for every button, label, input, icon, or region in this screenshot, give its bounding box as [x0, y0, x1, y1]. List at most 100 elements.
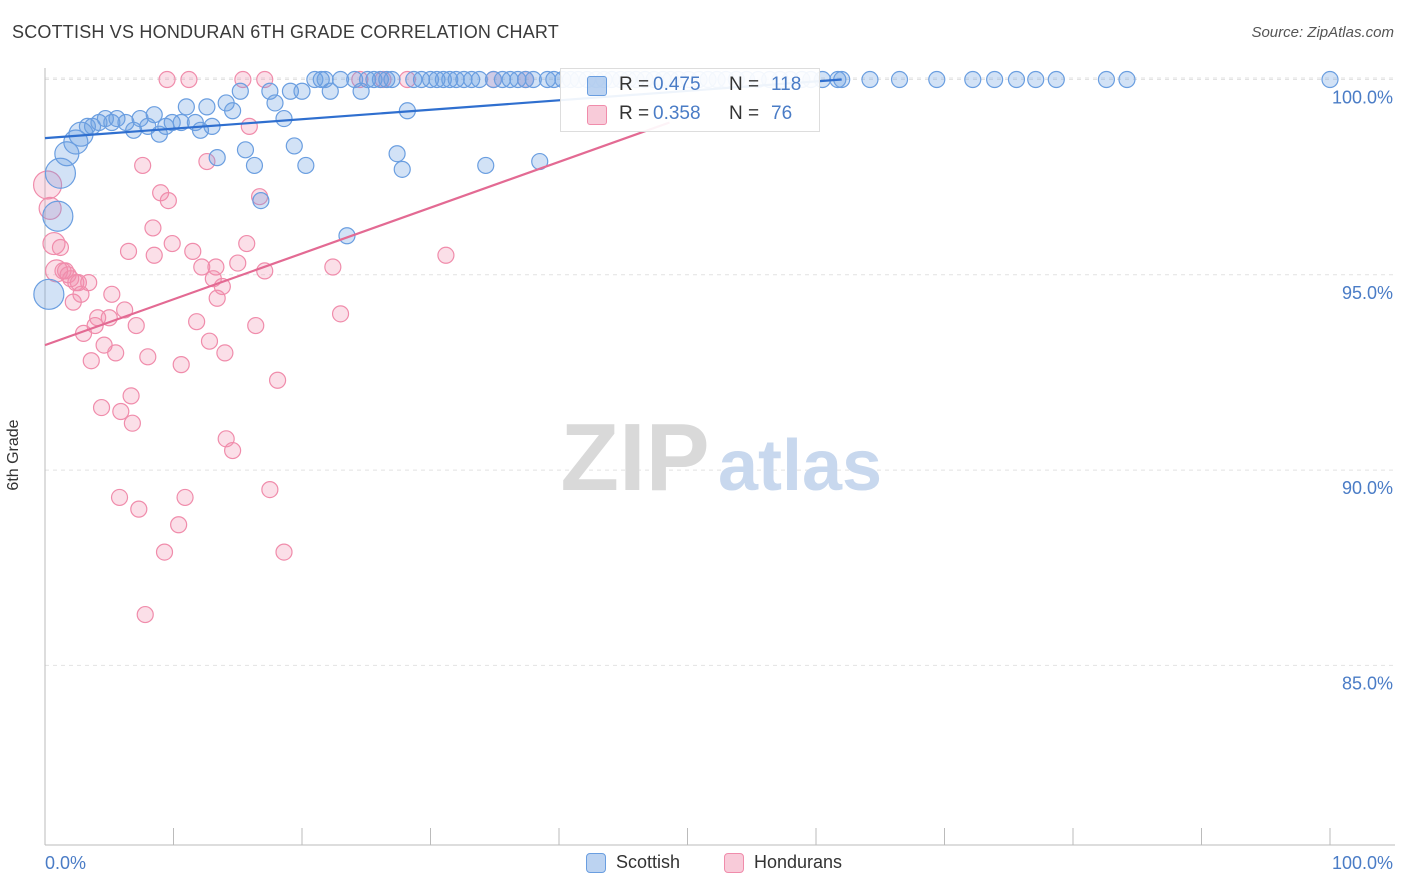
hondurans-point	[198, 152, 216, 171]
scottish-point	[275, 109, 293, 128]
x-tick-label-min: 0.0%	[45, 853, 86, 873]
scottish-point	[33, 278, 65, 310]
scottish-point	[245, 156, 264, 175]
scottish-point	[285, 137, 303, 155]
hondurans-point	[119, 242, 138, 260]
hondurans-point	[240, 117, 258, 135]
hondurans-trendline	[44, 121, 670, 347]
scottish-point	[477, 156, 495, 175]
scottish-point	[964, 70, 982, 89]
y-tick-label: 95.0%	[1342, 283, 1393, 303]
scottish-r-label: R =	[619, 74, 650, 95]
hondurans-point	[188, 313, 206, 331]
scottish-point	[1118, 70, 1136, 89]
scottish-point	[1321, 70, 1339, 89]
hondurans-point	[51, 238, 70, 257]
hondurans-point	[112, 402, 130, 421]
hondurans-point	[103, 285, 121, 303]
scottish-point	[231, 82, 249, 100]
hondurans-point	[144, 219, 162, 237]
hondurans-point	[122, 387, 140, 405]
scottish-point	[428, 70, 446, 89]
legend-label-scottish: Scottish	[616, 852, 681, 872]
hondurans-point	[331, 305, 350, 323]
hondurans-point	[224, 441, 242, 460]
hondurans-point	[437, 246, 455, 264]
hondurans-point	[123, 414, 141, 432]
scottish-point	[421, 70, 440, 89]
hondurans-point	[127, 316, 145, 335]
y-tick-label: 100.0%	[1332, 88, 1393, 108]
hondurans-point	[193, 258, 211, 276]
scottish-point	[177, 98, 195, 116]
source-label: Source: ZipAtlas.com	[1251, 24, 1394, 41]
hondurans-point	[158, 70, 176, 89]
scottish-point	[388, 145, 406, 163]
scottish-point	[928, 70, 946, 89]
chart-title: SCOTTISH VS HONDURAN 6TH GRADE CORRELATI…	[12, 22, 559, 42]
scottish-point	[198, 98, 216, 116]
hondurans-point	[116, 301, 134, 319]
legend-item-hondurans[interactable]: Hondurans	[724, 852, 842, 873]
scottish-point	[378, 70, 396, 89]
hondurans-point	[107, 344, 125, 362]
hondurans-point	[180, 70, 198, 89]
scottish-point	[145, 106, 163, 124]
hondurans-point	[172, 356, 190, 374]
hondurans-n-value: 76	[771, 103, 793, 124]
x-tick-label-max: 100.0%	[1332, 853, 1393, 873]
scottish-point	[297, 156, 315, 175]
y-tick-label: 90.0%	[1342, 478, 1393, 498]
legend-label-hondurans: Hondurans	[754, 852, 843, 872]
scottish-point	[312, 70, 330, 89]
hondurans-point	[176, 488, 194, 507]
hondurans-point	[38, 196, 62, 221]
hondurans-point	[80, 274, 98, 292]
scottish-point	[524, 70, 542, 89]
scottish-point	[890, 70, 909, 89]
hondurans-point	[229, 254, 247, 272]
hondurans-points	[32, 70, 535, 624]
scottish-point	[1097, 70, 1116, 89]
hondurans-point	[155, 543, 174, 561]
hondurans-point	[163, 234, 181, 253]
hondurans-point	[110, 488, 129, 507]
hondurans-point	[159, 191, 177, 210]
hondurans-point	[139, 348, 157, 366]
watermark-zip: ZIP	[560, 404, 709, 511]
scottish-point	[1007, 70, 1026, 89]
scottish-point	[393, 160, 411, 178]
hondurans-point	[261, 481, 279, 499]
hondurans-point	[216, 344, 234, 362]
hondurans-point	[134, 156, 152, 175]
y-tick-label: 85.0%	[1342, 673, 1393, 693]
scottish-point	[172, 113, 190, 132]
hondurans-point	[130, 500, 148, 518]
scottish-point	[321, 82, 339, 100]
scottish-point	[383, 70, 401, 89]
hondurans-point	[92, 398, 111, 417]
scottish-point	[358, 70, 377, 89]
scottish-point	[42, 200, 74, 232]
hondurans-r-value: 0.358	[653, 103, 701, 124]
scottish-point	[252, 191, 270, 210]
scottish-n-value: 118	[771, 74, 802, 95]
legend-swatch-hondurans	[724, 852, 744, 873]
stats-row-scottish: R = 0.475 N = 118	[561, 71, 819, 101]
scottish-point	[331, 70, 350, 89]
scottish-point	[1027, 70, 1045, 89]
hondurans-point	[247, 316, 265, 335]
legend-item-scottish[interactable]: Scottish	[586, 852, 680, 873]
legend-swatch-scottish	[586, 852, 606, 873]
hondurans-point	[256, 262, 274, 280]
hondurans-r-label: R =	[619, 103, 650, 124]
hondurans-point	[184, 242, 202, 260]
scottish-point	[484, 70, 503, 89]
hondurans-point	[207, 258, 225, 276]
hondurans-n-label: N =	[729, 103, 760, 124]
scottish-point	[434, 70, 452, 89]
scottish-point	[163, 113, 181, 132]
legend: Scottish Hondurans	[0, 852, 1406, 878]
scottish-n-label: N =	[729, 74, 760, 95]
